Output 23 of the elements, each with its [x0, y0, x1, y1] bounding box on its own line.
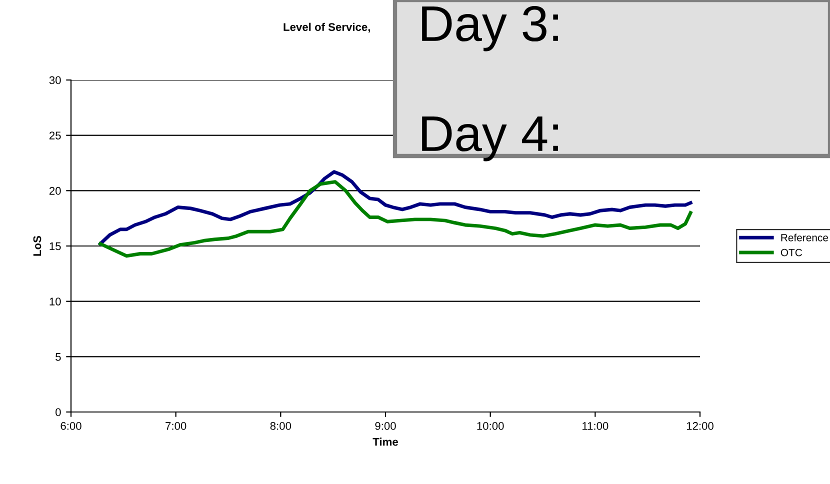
line-series [98, 180, 692, 258]
y-tick-label: 0 [56, 408, 61, 416]
x-tick-label: 12:00 [686, 422, 714, 430]
text: Day 3: [422, 6, 558, 52]
x-tick-label: 8:00 [270, 422, 292, 430]
x-axis-title: Time [372, 438, 398, 446]
legend-label: OTC [780, 248, 802, 256]
y-tick-label: 15 [50, 242, 61, 250]
y-tick-label: 10 [50, 298, 61, 306]
x-tick-label: 10:00 [477, 422, 504, 430]
x-tick-label: 9:00 [375, 422, 396, 430]
x-tick-label: 11:00 [582, 422, 608, 430]
y-tick-label: 20 [49, 186, 61, 195]
y-tick-label: 30 [49, 76, 61, 84]
y-tick-label: 5 [56, 353, 61, 361]
y-axis-title: LoS [33, 236, 42, 256]
legend-label: Reference [781, 234, 828, 242]
x-tick-label: 6:00 [60, 422, 82, 430]
chart-title: Level of Service, [284, 22, 370, 33]
x-tick-label: 7:00 [166, 422, 186, 430]
annotation: Day 4: [422, 116, 558, 162]
line-series [98, 170, 692, 246]
y-tick-label: 25 [49, 132, 61, 140]
